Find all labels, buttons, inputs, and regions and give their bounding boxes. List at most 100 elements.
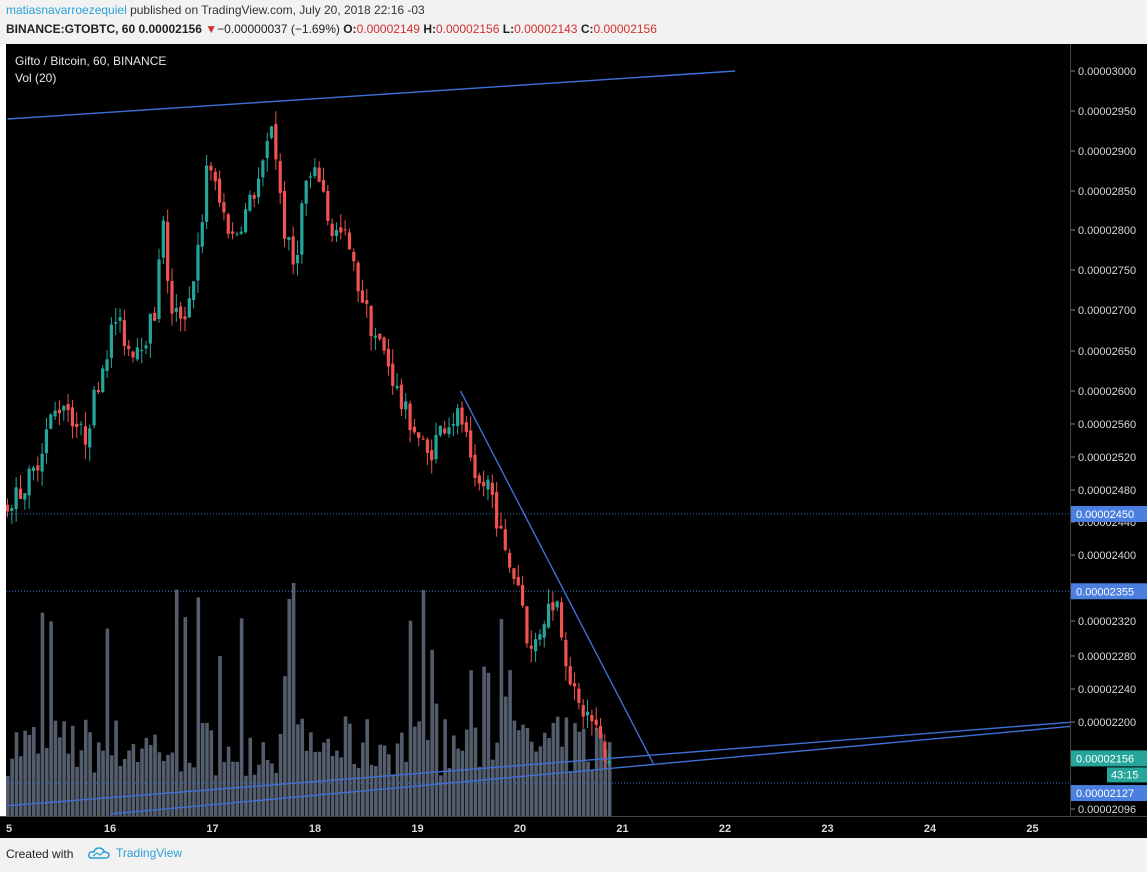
candle-body xyxy=(265,141,269,158)
low-value: 0.00002143 xyxy=(514,22,578,36)
candle-body xyxy=(533,639,538,652)
volume-bar xyxy=(244,775,248,816)
volume-bar xyxy=(603,749,608,816)
volume-bar xyxy=(521,724,525,816)
volume-bar xyxy=(101,750,105,816)
volume-bar xyxy=(231,761,235,816)
volume-bar xyxy=(529,741,534,816)
candle-body xyxy=(373,335,378,338)
price-tick-label: 0.00002200 xyxy=(1078,717,1136,729)
volume-bar xyxy=(538,746,543,816)
price-axis[interactable]: 0.00003000 0.00002950 0.00002900 0.00002850… xyxy=(1070,44,1147,816)
candle-body xyxy=(144,345,148,349)
price-tick-label: 0.00002520 xyxy=(1078,452,1136,464)
candle-body xyxy=(417,432,421,439)
volume-bar xyxy=(490,759,495,816)
volume-bar xyxy=(339,757,344,816)
countdown-label: 43:15 xyxy=(1111,769,1139,781)
tradingview-link[interactable]: TradingView xyxy=(88,846,182,860)
chart-pane[interactable]: Gifto / Bitcoin, 60, BINANCE Vol (20) xyxy=(6,44,1070,816)
candle-body xyxy=(577,688,581,703)
level-badge-2127-bg xyxy=(1071,785,1147,802)
volume-bar xyxy=(573,723,577,816)
volume-bar xyxy=(122,758,127,816)
volume-bar xyxy=(382,745,387,816)
volume-bar xyxy=(248,737,253,816)
level-badge-2450: 0.00002450 xyxy=(1076,509,1134,521)
candle-body xyxy=(399,384,404,410)
candle-body xyxy=(352,251,356,262)
high-value: 0.00002156 xyxy=(435,22,500,36)
volume-bar xyxy=(83,719,88,816)
volume-bar xyxy=(551,722,556,816)
price-chart[interactable] xyxy=(6,44,1070,816)
candle-body xyxy=(434,435,438,460)
volume-bar xyxy=(287,598,292,816)
candle-body xyxy=(360,290,365,303)
volume-bar xyxy=(75,766,79,816)
volume-bar xyxy=(421,589,426,816)
volume-bar xyxy=(213,775,218,816)
candle-body xyxy=(49,414,53,429)
chart-legend: Gifto / Bitcoin, 60, BINANCE Vol (20) xyxy=(15,53,166,87)
volume-bar xyxy=(317,751,322,816)
candle-body xyxy=(603,741,607,762)
time-tick-label: 21 xyxy=(616,823,628,835)
candle-body xyxy=(391,363,395,386)
close-value: 0.00002156 xyxy=(593,22,657,36)
level-badge-2127: 0.00002127 xyxy=(1076,788,1134,800)
candle-body xyxy=(118,317,122,321)
volume-bar xyxy=(296,724,300,816)
volume-bar xyxy=(348,723,352,816)
candle-body xyxy=(469,430,473,458)
candle-body xyxy=(386,348,391,367)
candle-body xyxy=(456,408,460,427)
volume-bar xyxy=(57,737,62,816)
time-tick-label: 20 xyxy=(514,823,526,835)
volume-bar xyxy=(53,720,58,816)
volume-bar xyxy=(183,617,188,816)
ohlc-line: BINANCE:GTOBTC, 60 0.00002156 ▼−0.000000… xyxy=(6,22,657,36)
tradingview-cloud-icon xyxy=(88,847,110,859)
countdown-badge-bg xyxy=(1107,767,1147,783)
candle-body xyxy=(57,409,62,414)
volume-bar xyxy=(586,761,590,816)
candle-body xyxy=(447,427,451,435)
volume-bar xyxy=(395,743,400,816)
price-tick-label: 0.00002240 xyxy=(1078,684,1136,696)
candle-body xyxy=(460,407,464,425)
volume-bar xyxy=(205,722,209,816)
candle-body xyxy=(473,454,477,478)
candle-body xyxy=(192,281,196,301)
price-tick-label: 0.00003000 xyxy=(1078,66,1136,78)
time-tick-label: 23 xyxy=(821,823,833,835)
candle-body xyxy=(6,504,10,512)
volume-bar xyxy=(439,775,443,816)
volume-bar xyxy=(512,720,517,816)
volume-bar xyxy=(44,747,49,816)
volume-bar xyxy=(18,756,23,816)
candle-body xyxy=(287,237,291,240)
volume-bar xyxy=(226,746,231,816)
candle-body xyxy=(131,351,135,358)
candle-body xyxy=(430,450,434,461)
candle-body xyxy=(317,167,321,182)
candle-body xyxy=(114,322,118,324)
trendlines[interactable] xyxy=(7,70,1071,815)
volume-bar xyxy=(326,738,331,816)
author-link[interactable]: matiasnavarroezequiel xyxy=(6,3,127,17)
time-axis[interactable]: 5 16 17 18 19 20 21 22 23 24 25 xyxy=(0,816,1147,838)
current-price-badge-bg xyxy=(1071,750,1147,767)
candle-body xyxy=(347,232,352,250)
candle-body xyxy=(486,479,490,490)
candle-body xyxy=(308,176,313,178)
candle-body xyxy=(339,227,343,233)
candle-body xyxy=(122,320,126,347)
candle-body xyxy=(44,429,49,454)
candle-body xyxy=(408,403,412,431)
volume-bar xyxy=(40,612,45,816)
candle-body xyxy=(343,229,347,231)
volume-bar xyxy=(352,764,356,816)
candle-body xyxy=(529,645,533,649)
volume-bar xyxy=(274,772,279,816)
